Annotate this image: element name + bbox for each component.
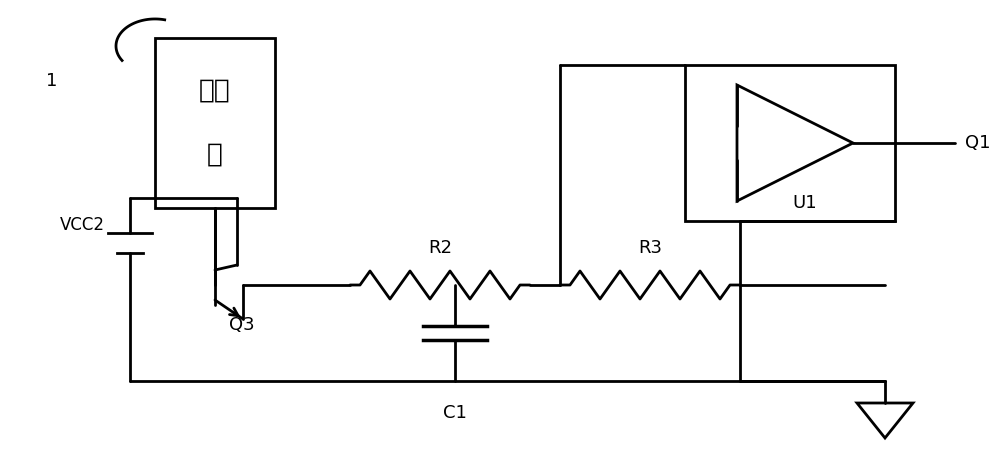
- Text: U1: U1: [793, 194, 817, 212]
- Bar: [155, 38, 275, 208]
- Text: R2: R2: [428, 239, 452, 257]
- Text: VCC2: VCC2: [60, 216, 104, 234]
- Text: 器: 器: [207, 142, 223, 168]
- Text: Q3: Q3: [229, 316, 255, 334]
- Text: 1: 1: [46, 72, 58, 90]
- Text: Q1: Q1: [965, 134, 990, 152]
- Text: C1: C1: [443, 404, 467, 422]
- Text: R3: R3: [638, 239, 662, 257]
- Text: 控制: 控制: [199, 78, 231, 104]
- Bar: [685, 65, 895, 221]
